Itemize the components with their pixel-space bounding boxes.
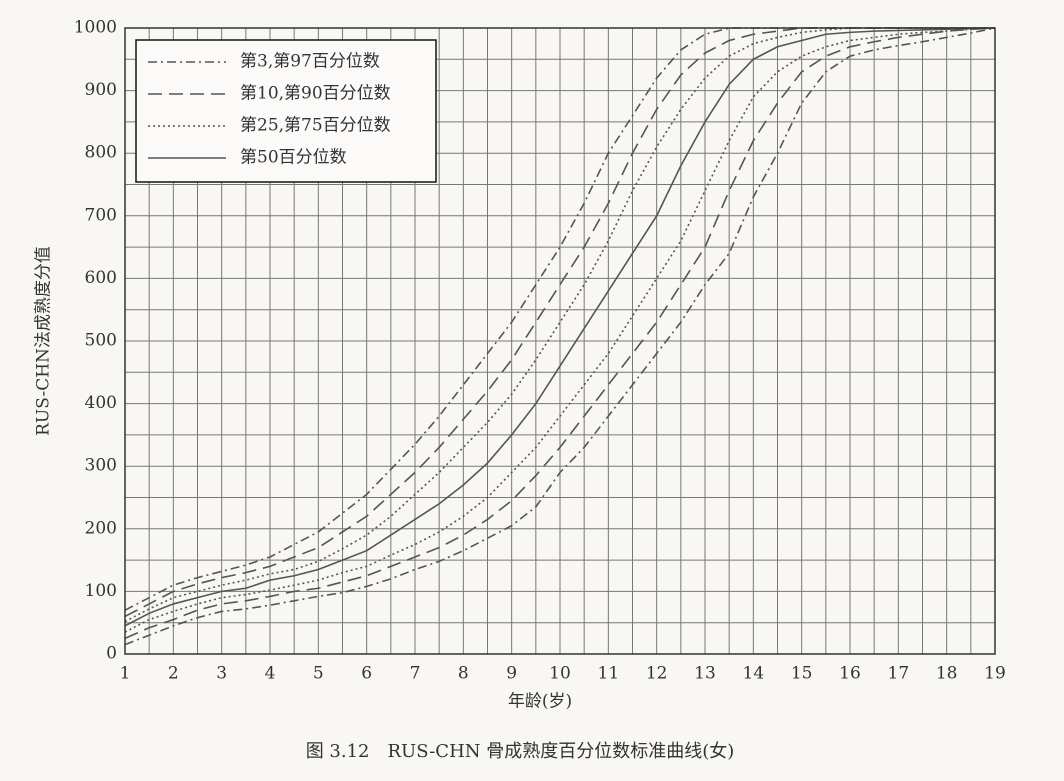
x-tick-label: 10 xyxy=(549,664,571,684)
y-tick-label: 100 xyxy=(85,581,117,601)
y-tick-label: 200 xyxy=(85,518,117,538)
y-tick-label: 800 xyxy=(85,143,117,163)
y-tick-label: 500 xyxy=(85,331,117,351)
x-tick-label: 17 xyxy=(888,664,910,684)
x-tick-label: 14 xyxy=(743,664,765,684)
legend-label: 第10,第90百分位数 xyxy=(240,84,391,104)
legend-label: 第3,第97百分位数 xyxy=(240,52,380,72)
x-tick-label: 4 xyxy=(265,664,276,684)
y-tick-label: 700 xyxy=(85,205,117,225)
legend-label: 第25,第75百分位数 xyxy=(240,116,391,136)
x-tick-label: 15 xyxy=(791,664,813,684)
y-tick-label: 1000 xyxy=(74,18,117,38)
x-tick-label: 16 xyxy=(839,664,861,684)
plot-border xyxy=(124,27,996,655)
x-tick-label: 9 xyxy=(506,664,517,684)
x-axis-label: 年龄(岁) xyxy=(508,692,572,712)
y-axis-label: RUS-CHN法成熟度分值 xyxy=(33,246,54,436)
x-tick-label: 11 xyxy=(598,664,620,684)
y-tick-label: 600 xyxy=(85,268,117,288)
series-line xyxy=(124,27,996,627)
x-tick-label: 8 xyxy=(458,664,469,684)
x-tick-label: 7 xyxy=(410,664,421,684)
series-line xyxy=(124,27,996,640)
x-tick-label: 19 xyxy=(984,664,1006,684)
x-tick-label: 18 xyxy=(936,664,958,684)
y-tick-label: 300 xyxy=(85,456,117,476)
series-line xyxy=(124,27,996,633)
x-tick-label: 2 xyxy=(168,664,179,684)
x-tick-label: 6 xyxy=(361,664,372,684)
x-tick-label: 13 xyxy=(694,664,716,684)
y-tick-label: 400 xyxy=(85,393,117,413)
caption: 图 3.12 RUS-CHN 骨成熟度百分位数标准曲线(女) xyxy=(306,741,735,762)
x-tick-label: 1 xyxy=(120,664,131,684)
x-tick-label: 5 xyxy=(313,664,324,684)
x-tick-label: 3 xyxy=(216,664,227,684)
x-tick-label: 12 xyxy=(646,664,668,684)
y-tick-label: 900 xyxy=(85,80,117,100)
legend-label: 第50百分位数 xyxy=(240,148,347,168)
series-line xyxy=(124,27,996,646)
y-tick-label: 0 xyxy=(106,644,117,664)
